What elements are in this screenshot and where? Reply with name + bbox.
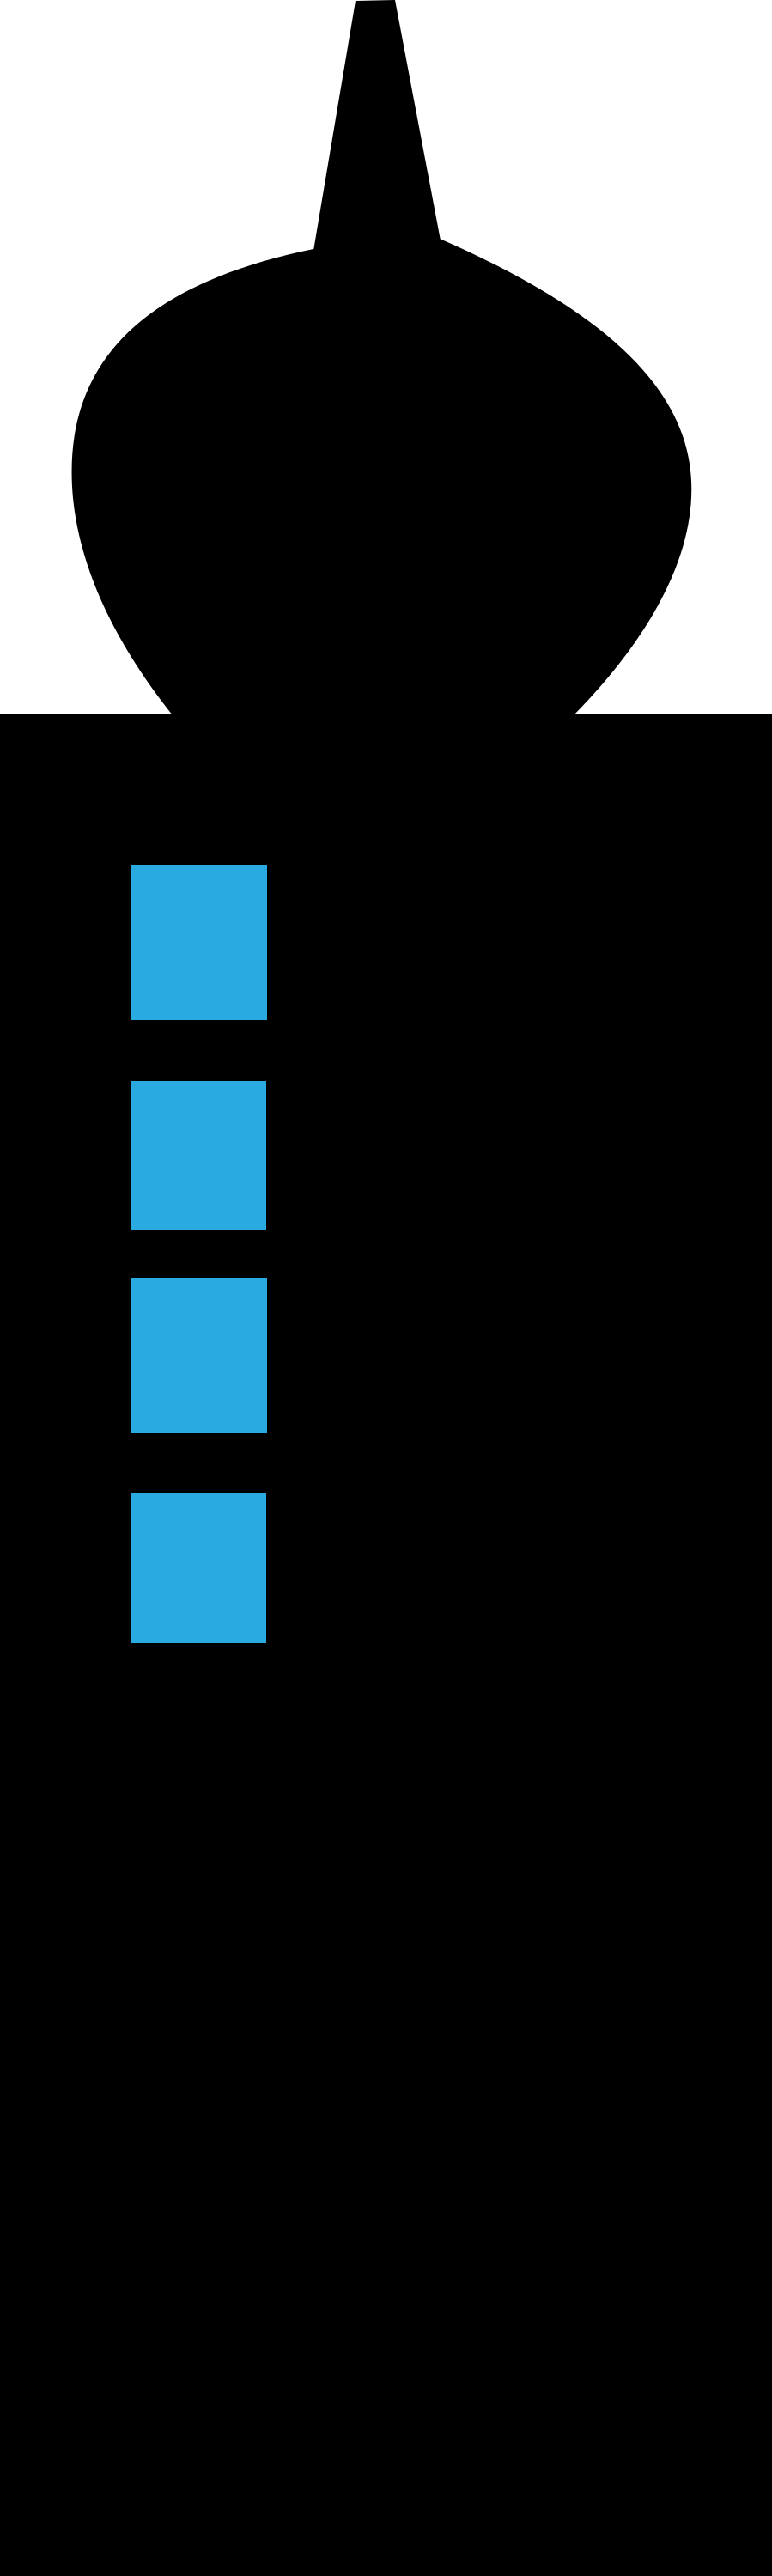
window: [131, 865, 267, 1020]
window: [131, 1278, 267, 1433]
spire: [313, 0, 441, 251]
window: [131, 1081, 266, 1230]
tower-body: [0, 714, 772, 2576]
window: [131, 1493, 266, 1643]
onion-dome: [71, 239, 692, 720]
